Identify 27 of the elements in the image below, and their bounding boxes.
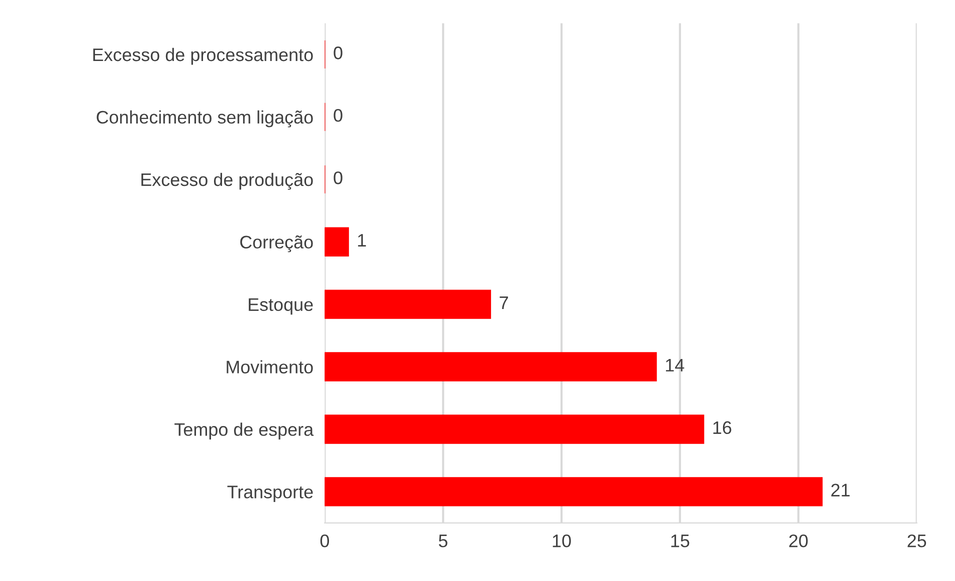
bar xyxy=(324,414,704,444)
bar xyxy=(324,352,657,382)
y-tick-label: Estoque xyxy=(248,298,313,315)
y-tick-label: Movimento xyxy=(226,360,313,374)
data-label: 1 xyxy=(358,234,366,247)
data-label: 16 xyxy=(713,421,732,434)
x-tick-label: 15 xyxy=(671,534,690,548)
x-tick-label: 10 xyxy=(552,534,571,548)
x-tick-label: 0 xyxy=(320,534,330,548)
bar xyxy=(324,227,349,256)
data-label: 0 xyxy=(334,171,342,184)
y-tick-label: Transporte xyxy=(227,486,313,502)
bar xyxy=(324,290,492,319)
x-tick-label: 20 xyxy=(789,534,808,548)
y-tick-label: Excesso de produção xyxy=(141,172,313,190)
x-tick-label: 25 xyxy=(908,534,926,548)
y-tick-label: Conhecimento sem ligação xyxy=(96,110,313,128)
data-label: 0 xyxy=(334,46,342,60)
y-tick-label: Correção xyxy=(240,235,313,252)
x-tick-label: 5 xyxy=(438,534,448,548)
y-tick-label: Tempo de espera xyxy=(174,422,314,440)
data-label: 21 xyxy=(831,484,850,496)
data-label: 14 xyxy=(666,359,684,372)
data-label: 7 xyxy=(500,296,508,309)
y-tick-label: Excesso de processamento xyxy=(93,48,313,65)
data-label: 0 xyxy=(334,108,342,122)
bar xyxy=(324,477,823,506)
